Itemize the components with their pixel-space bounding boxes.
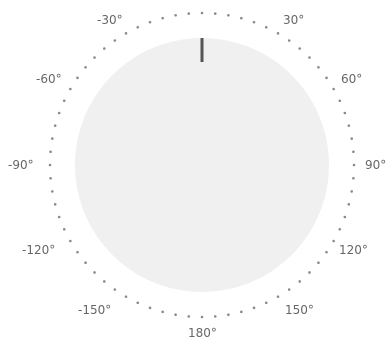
dial-dot (352, 176, 355, 180)
dial-dot (49, 176, 52, 180)
dial-dot (298, 47, 302, 50)
dial-dot (317, 66, 320, 69)
dial-dot (252, 20, 256, 24)
dial-dot (51, 190, 54, 193)
dial-dot (213, 315, 217, 318)
dial-dot (57, 111, 61, 115)
dial-dot (148, 20, 152, 24)
dial-dot (53, 124, 57, 127)
tick-label-neg30: -30° (97, 13, 123, 27)
dial-dot (84, 261, 87, 265)
dial-dot (317, 261, 320, 265)
tick-label-neg90: -90° (8, 158, 34, 172)
dial-dot (48, 163, 52, 167)
dial-dot (113, 288, 117, 291)
dial-dot (298, 280, 302, 283)
tick-label-pos120: 120° (339, 243, 368, 257)
dial-dot (276, 32, 280, 35)
dial-dot (240, 16, 243, 20)
dial-dot (69, 87, 72, 91)
tick-label-pos30: 30° (283, 13, 304, 27)
dial-dot (200, 315, 204, 319)
dial-dot (227, 14, 230, 17)
dial-dot (62, 227, 66, 231)
dial-dot (76, 76, 79, 80)
dial-dot (200, 11, 204, 15)
dial-dot (308, 271, 311, 274)
dial-dot (332, 239, 335, 243)
tick-label-pos90: 90° (365, 158, 386, 172)
dial-dot (350, 190, 353, 193)
dial-dot (161, 16, 164, 20)
dial-dot (213, 12, 217, 15)
dial-dot (62, 99, 66, 103)
dial-dotted-ring (48, 11, 356, 319)
dial-dot (352, 163, 356, 167)
dial-dot (332, 87, 335, 91)
dial-dot (227, 313, 230, 316)
dial-dot (136, 301, 140, 305)
tick-label-pos150: 150° (285, 303, 314, 317)
dial-dot (325, 250, 328, 254)
dial-dot (287, 288, 291, 291)
dial-dot (308, 56, 311, 59)
dial-dot (252, 306, 256, 310)
tick-label-pos60: 60° (341, 72, 362, 86)
tick-label-neg150: -150° (78, 303, 111, 317)
dial-dot (338, 99, 342, 103)
dial-dot (174, 14, 177, 17)
dial-dot (338, 227, 342, 231)
dial-dot (93, 271, 96, 274)
dial-dot (124, 295, 128, 298)
dial-dot (84, 66, 87, 69)
dial-dot (174, 313, 177, 316)
dial-dot (287, 39, 291, 42)
dial-dot (57, 215, 61, 219)
dial-dot (49, 150, 52, 154)
dial-face[interactable] (75, 38, 329, 292)
dial-dot (343, 111, 347, 115)
dial-dot (187, 315, 191, 318)
dial-dot (148, 306, 152, 310)
dial-dot (124, 32, 128, 35)
dial-dot (276, 295, 280, 298)
dial-dot (161, 310, 164, 314)
dial-dot (53, 203, 57, 206)
dial-dot (187, 12, 191, 15)
dial-dot (264, 301, 268, 305)
dial-dot (347, 124, 351, 127)
dial-dot (343, 215, 347, 219)
dial-dot (350, 137, 353, 140)
dial-dot (352, 150, 355, 154)
tick-label-180: 180° (188, 326, 217, 340)
dial-dot (136, 25, 140, 29)
dial-dot (103, 47, 106, 50)
tick-label-neg60: -60° (36, 72, 62, 86)
dial-dot (347, 203, 351, 206)
dial-dot (325, 76, 328, 80)
dial-dot (264, 25, 268, 29)
dial-dot (51, 137, 54, 140)
tick-label-neg120: -120° (22, 243, 55, 257)
dial-dot (113, 39, 117, 42)
dial-dot (93, 56, 96, 59)
dial-dot (69, 239, 72, 243)
dial-dot (240, 310, 243, 314)
dial-dot (103, 280, 106, 283)
dial-dot (76, 250, 79, 254)
